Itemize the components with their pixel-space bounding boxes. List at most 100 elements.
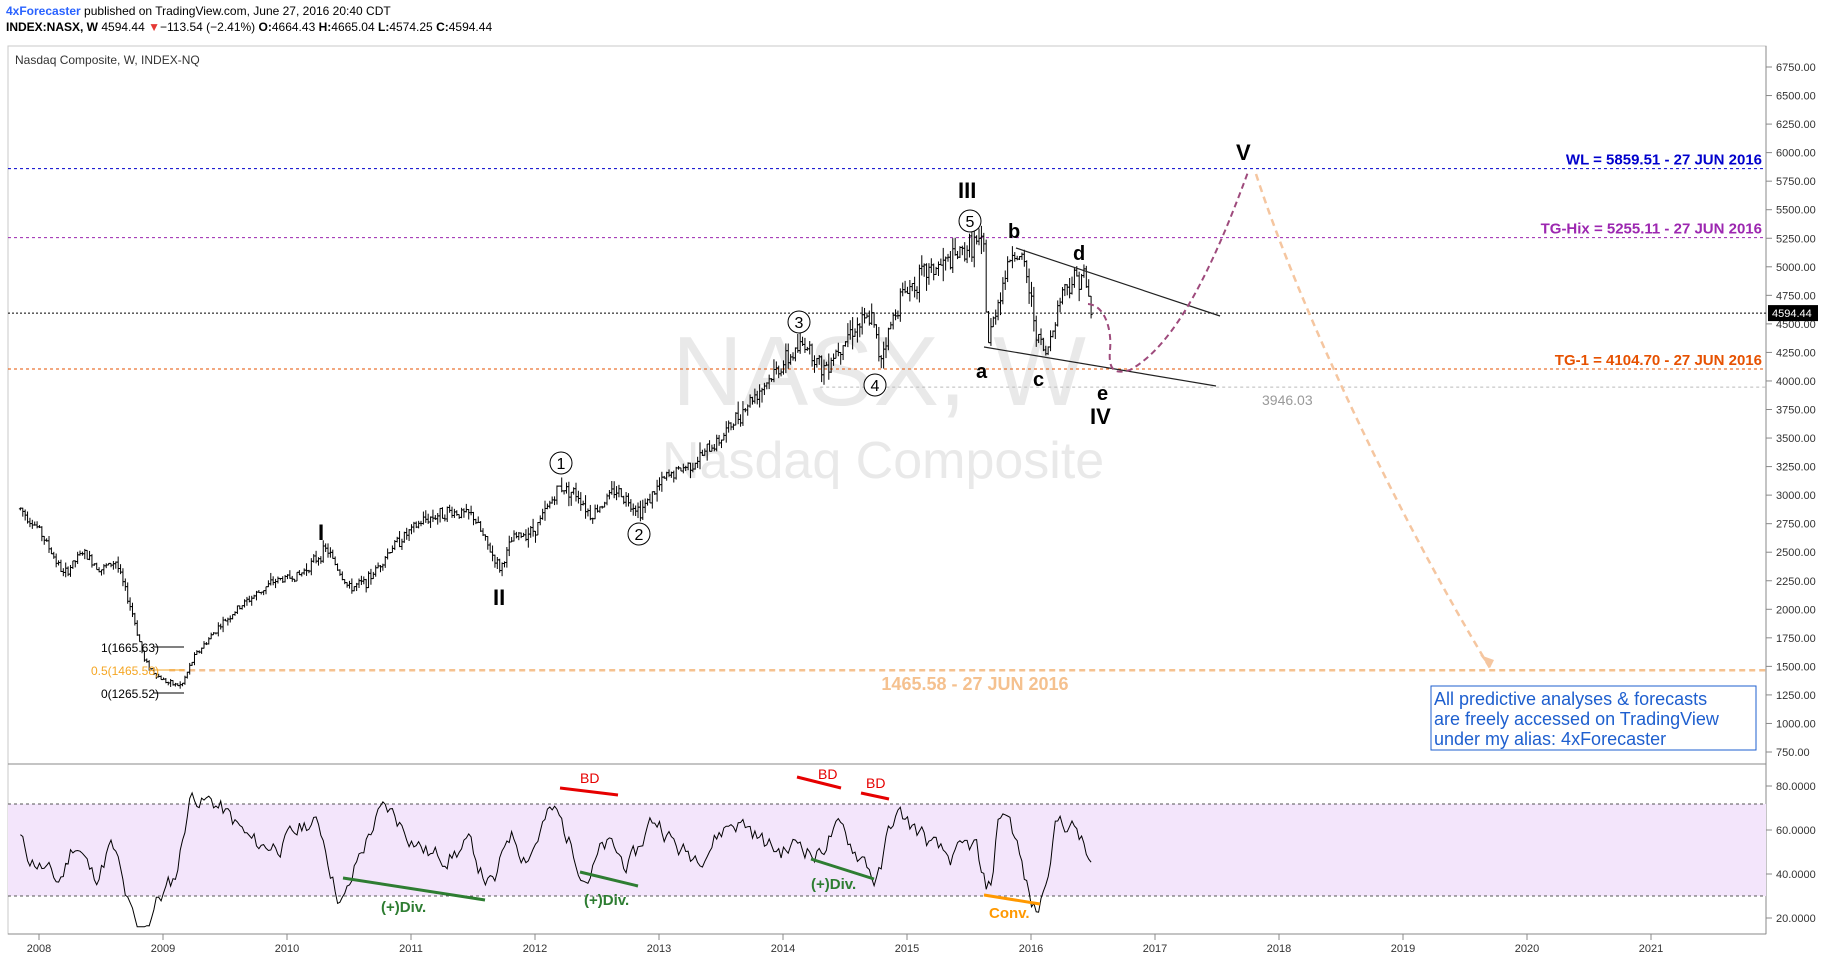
rsi-tick-label: 80.0000	[1776, 781, 1816, 793]
div-line-1	[342, 876, 486, 902]
time-tick-label: 2016	[1019, 943, 1043, 955]
conv-line	[983, 893, 1041, 906]
bd-label-3: BD	[866, 775, 885, 791]
rsi-axis[interactable]: 80.0000 60.0000 40.0000 20.0000	[1766, 781, 1816, 925]
projection-arrowhead	[1480, 655, 1494, 668]
rsi-tick-label: 40.0000	[1776, 869, 1816, 881]
note-frame	[1430, 685, 1757, 751]
wave-circle-1	[549, 451, 573, 475]
price-tick-label: 4000.00	[1776, 376, 1816, 388]
price-tick-label: 5000.00	[1776, 262, 1816, 274]
price-tick-label: 6000.00	[1776, 148, 1816, 160]
fib-retracement: 1(1665.63) 0.5(1465.58) 0(1265.52)	[91, 641, 184, 701]
rsi-band	[8, 804, 1766, 896]
price-tick-label: 3000.00	[1776, 490, 1816, 502]
price-tick-label: 5750.00	[1776, 176, 1816, 188]
time-tick-label: 2012	[523, 943, 547, 955]
wave-label-I: I	[318, 520, 324, 545]
wave-number-1: 1	[557, 456, 566, 473]
fib-label-0: 0(1265.52)	[101, 687, 159, 701]
div-line-3	[810, 857, 875, 881]
open-label: O:	[258, 20, 272, 34]
rsi-tick-label: 60.0000	[1776, 825, 1816, 837]
bd-line-2	[796, 775, 842, 790]
wave-number-3: 3	[795, 315, 804, 332]
price-tick-label: 1750.00	[1776, 633, 1816, 645]
time-tick-label: 2017	[1143, 943, 1167, 955]
high-value: 4665.04	[331, 20, 375, 34]
down-arrow-icon: ▼	[148, 20, 160, 34]
wave-label-III: III	[958, 178, 976, 203]
time-axis[interactable]: 2008 2009 2010 2011 2012 2013 2014 2015 2016 2017…	[27, 934, 1663, 955]
wave-circle-2	[627, 522, 651, 546]
panel-title: Nasdaq Composite, W, INDEX-NQ	[15, 53, 200, 67]
time-tick-label: 2018	[1267, 943, 1291, 955]
time-tick-label: 2019	[1391, 943, 1415, 955]
symbol-label: INDEX:NASX, W	[6, 20, 99, 34]
time-tick-label: 2011	[399, 943, 423, 955]
time-tick-label: 2015	[895, 943, 919, 955]
high-label: H:	[318, 20, 332, 34]
note-box: All predictive analyses & forecasts are …	[1430, 685, 1757, 751]
note-line-1: All predictive analyses & forecasts	[1434, 689, 1707, 709]
low-value: 4574.25	[389, 20, 433, 34]
ohlc-line: INDEX:NASX, W 4594.44 ▼−113.54 (−2.41%) …	[6, 20, 492, 34]
wave-circle-5	[958, 209, 982, 233]
note-line-3: under my alias: 4xForecaster	[1434, 729, 1666, 749]
triangle-upper-line	[1015, 247, 1221, 317]
price-tick-label: 6500.00	[1776, 91, 1816, 103]
projection-down	[1254, 173, 1492, 669]
price-tick-label: 2500.00	[1776, 547, 1816, 559]
time-tick-label: 2020	[1515, 943, 1539, 955]
price-tick-label: 2750.00	[1776, 519, 1816, 531]
wave-label-c: c	[1033, 369, 1044, 391]
wave-label-II: II	[493, 585, 505, 610]
author-link[interactable]: 4xForecaster	[6, 4, 81, 18]
price-tick-label: 5500.00	[1776, 205, 1816, 217]
projection-wave-v	[1087, 171, 1249, 373]
time-tick-label: 2009	[151, 943, 175, 955]
level-label-1: TG-Hix = 5255.11 - 27 JUN 2016	[1541, 221, 1762, 238]
wave-number-2: 2	[635, 527, 644, 544]
rsi-annotations: BD BD BD (+)Div. (+)Div. (+)Div. Conv.	[342, 766, 1041, 922]
watermark-name: Nasdaq Composite	[662, 432, 1104, 490]
rsi-tick-label: 20.0000	[1776, 913, 1816, 925]
price-tick-label: 6750.00	[1776, 62, 1816, 74]
wave-labels: I II III IV V a b c d e	[318, 140, 1251, 610]
time-tick-label: 2008	[27, 943, 51, 955]
price-axis[interactable]: 6750.00 6500.00 6250.00 6000.00 5750.00 5500.…	[1766, 62, 1816, 759]
time-tick-label: 2021	[1639, 943, 1663, 955]
wave-label-e: e	[1097, 383, 1108, 405]
time-tick-label: 2010	[275, 943, 299, 955]
time-tick-label: 2013	[647, 943, 671, 955]
bd-line-3	[860, 791, 890, 801]
price-tick-label: 6250.00	[1776, 119, 1816, 131]
div-label-3: (+)Div.	[811, 876, 856, 893]
price-label-3946: 3946.03	[1262, 392, 1313, 408]
close-value: 4594.44	[448, 20, 493, 34]
price-tick-label: 4500.00	[1776, 319, 1816, 331]
wave-label-IV: IV	[1090, 404, 1111, 429]
price-tick-label: 4750.00	[1776, 290, 1816, 302]
chart-frame	[7, 45, 1767, 935]
price-bars	[18, 225, 1093, 689]
wave-number-4: 4	[871, 378, 880, 395]
div-line-2	[579, 870, 639, 888]
price-tick-label: 1500.00	[1776, 661, 1816, 673]
level-label-2: TG-1 = 4104.70 - 27 JUN 2016	[1555, 352, 1762, 369]
conv-label: Conv.	[989, 905, 1030, 922]
wave-number-5: 5	[966, 214, 975, 231]
publish-text: published on TradingView.com, June 27, 2…	[80, 4, 391, 18]
wave-label-b: b	[1008, 221, 1020, 243]
div-label-1: (+)Div.	[381, 899, 426, 916]
open-value: 4664.43	[271, 20, 316, 34]
wave-label-V: V	[1236, 140, 1251, 165]
horizontal-levels: WL = 5859.51 - 27 JUN 2016 TG-Hix = 5255.…	[8, 152, 1818, 694]
bd-line-1	[559, 786, 619, 797]
bd-label-1: BD	[580, 770, 599, 786]
fib-label-05: 0.5(1465.58)	[91, 664, 159, 678]
wave-circle-3	[787, 310, 811, 334]
close-label: C:	[436, 20, 449, 34]
price-tick-label: 750.00	[1776, 747, 1810, 759]
